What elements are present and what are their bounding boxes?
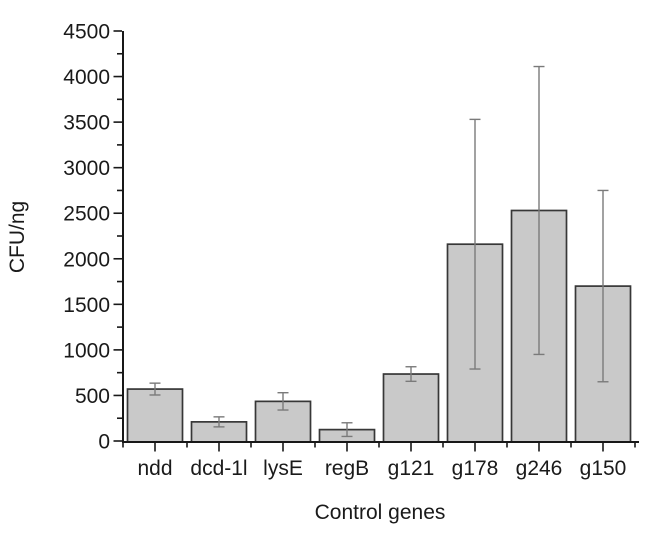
- y-tick-label-4500: 4500: [63, 21, 110, 44]
- bar-ndd: [126, 388, 184, 443]
- y-tick-label-0: 0: [98, 431, 110, 454]
- y-tick-label-3500: 3500: [63, 112, 110, 135]
- x-tick-label-g150: g150: [580, 457, 627, 480]
- x-tick-label-g178: g178: [452, 457, 499, 480]
- y-tick-label-1500: 1500: [63, 294, 110, 317]
- x-tick-label-dcd-1l: dcd-1l: [190, 457, 247, 480]
- y-tick-label-2000: 2000: [63, 248, 110, 271]
- bars-group: [126, 209, 632, 443]
- x-tick-label-g246: g246: [516, 457, 563, 480]
- y-axis-title: CFU/ng: [6, 201, 29, 273]
- y-tick-label-4000: 4000: [63, 66, 110, 89]
- y-tick-label-1000: 1000: [63, 339, 110, 362]
- error-bars-group: [149, 65, 609, 438]
- bar-g121: [382, 373, 440, 443]
- axes-group: 0 500 1000 1500 2000 2500 3000 3500 4000 4500 ndd d…: [63, 21, 639, 480]
- x-tick-label-regB: regB: [325, 457, 369, 480]
- y-tick-label-3000: 3000: [63, 157, 110, 180]
- y-tick-label-500: 500: [75, 385, 110, 408]
- x-tick-label-ndd: ndd: [137, 457, 172, 480]
- x-tick-label-g121: g121: [388, 457, 435, 480]
- y-tick-label-2500: 2500: [63, 203, 110, 226]
- x-tick-label-lysE: lysE: [263, 457, 303, 480]
- x-axis-title: Control genes: [315, 501, 446, 524]
